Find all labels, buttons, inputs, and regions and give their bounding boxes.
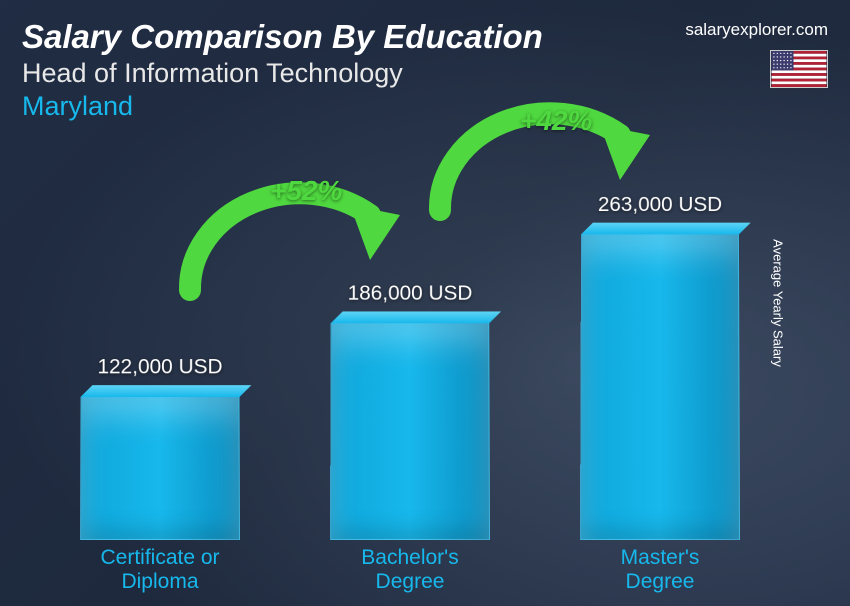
bar-group: 186,000 USDBachelor'sDegree	[310, 321, 510, 540]
bar: 263,000 USD	[580, 234, 740, 540]
subtitle: Head of Information Technology	[22, 58, 828, 89]
bar-face	[330, 323, 490, 540]
location: Maryland	[22, 91, 828, 122]
increase-label: +52%	[270, 175, 342, 207]
header: Salary Comparison By Education Head of I…	[0, 0, 850, 122]
bar-group: 263,000 USDMaster'sDegree	[560, 230, 760, 540]
y-axis-label: Average Yearly Salary	[771, 239, 786, 367]
bar-label: Bachelor'sDegree	[361, 546, 458, 594]
bar-value: 122,000 USD	[97, 356, 222, 380]
bar-face	[80, 397, 240, 540]
bar: 186,000 USD	[330, 323, 490, 540]
bar: 122,000 USD	[80, 397, 240, 540]
bar-face	[580, 234, 740, 540]
bar-label: Master'sDegree	[621, 546, 700, 594]
bar-label: Certificate orDiploma	[100, 546, 219, 594]
page-title: Salary Comparison By Education	[22, 18, 828, 56]
bar-group: 122,000 USDCertificate orDiploma	[60, 396, 260, 540]
bar-top	[80, 385, 251, 397]
